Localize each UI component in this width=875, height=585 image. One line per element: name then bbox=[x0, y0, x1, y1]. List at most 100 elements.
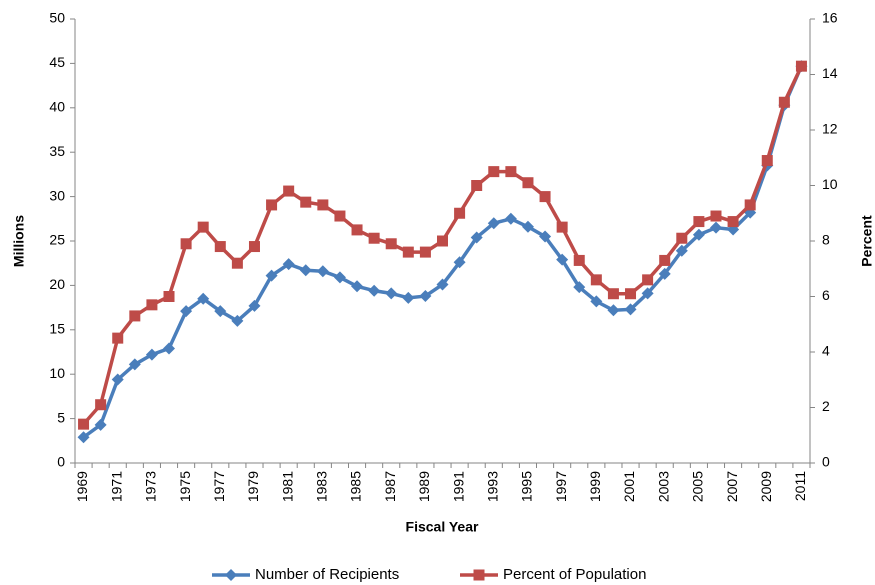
y2-axis-label: Percent bbox=[859, 215, 875, 267]
x-tick-label: 1983 bbox=[314, 471, 330, 502]
data-point bbox=[556, 253, 569, 266]
data-point bbox=[78, 418, 90, 430]
data-point bbox=[437, 235, 448, 247]
data-point bbox=[521, 220, 534, 233]
x-tick-label: 2003 bbox=[655, 471, 671, 502]
data-point bbox=[590, 274, 602, 286]
data-point bbox=[214, 241, 226, 253]
data-point bbox=[231, 257, 243, 269]
data-point bbox=[590, 295, 603, 308]
data-point bbox=[676, 232, 688, 244]
y2-tick-label: 4 bbox=[822, 343, 830, 359]
y-tick-label: 45 bbox=[49, 54, 65, 70]
data-point bbox=[265, 269, 278, 282]
y2-tick-label: 16 bbox=[822, 10, 838, 26]
data-point bbox=[283, 185, 295, 197]
data-point bbox=[402, 291, 415, 304]
data-point bbox=[368, 232, 380, 244]
data-point bbox=[316, 265, 329, 278]
x-tick-label: 2001 bbox=[621, 471, 637, 502]
y2-tick-label: 8 bbox=[822, 232, 830, 248]
data-point bbox=[488, 166, 500, 178]
y2-tick-label: 14 bbox=[822, 65, 838, 81]
data-point bbox=[624, 303, 637, 316]
y-tick-label: 20 bbox=[49, 276, 65, 292]
data-point bbox=[145, 348, 158, 361]
data-point bbox=[112, 332, 124, 344]
data-point bbox=[214, 305, 227, 318]
data-point bbox=[573, 281, 586, 294]
data-point bbox=[385, 238, 397, 250]
data-point bbox=[282, 258, 295, 271]
data-point bbox=[436, 278, 449, 291]
data-point bbox=[522, 177, 534, 189]
data-point bbox=[778, 96, 790, 108]
data-point bbox=[487, 217, 500, 230]
data-point bbox=[351, 224, 363, 236]
data-point bbox=[334, 210, 346, 222]
x-tick-label: 1991 bbox=[450, 471, 466, 502]
data-point bbox=[470, 231, 483, 244]
y2-tick-label: 0 bbox=[822, 454, 830, 470]
data-point bbox=[709, 221, 722, 234]
data-point bbox=[505, 166, 517, 178]
x-tick-label: 1987 bbox=[382, 471, 398, 502]
data-point bbox=[95, 399, 107, 411]
data-point bbox=[197, 221, 209, 233]
data-point bbox=[317, 199, 329, 211]
y-tick-label: 15 bbox=[49, 321, 65, 337]
data-point bbox=[675, 244, 688, 257]
data-point bbox=[471, 180, 483, 191]
data-point bbox=[607, 288, 619, 300]
data-point bbox=[385, 287, 398, 300]
data-point bbox=[129, 310, 141, 322]
x-tick-label: 1975 bbox=[177, 471, 193, 502]
data-point bbox=[727, 216, 739, 228]
data-point bbox=[795, 60, 807, 72]
x-tick-label: 1985 bbox=[348, 471, 364, 502]
legend-label: Percent of Population bbox=[503, 566, 646, 583]
data-point bbox=[641, 287, 654, 300]
data-point bbox=[539, 230, 552, 243]
data-point bbox=[642, 274, 654, 286]
x-tick-label: 1969 bbox=[74, 471, 90, 502]
x-tick-label: 2007 bbox=[724, 471, 740, 502]
data-point bbox=[419, 290, 432, 303]
data-point bbox=[163, 291, 175, 302]
data-point bbox=[453, 256, 466, 269]
data-point bbox=[761, 155, 773, 167]
y-tick-label: 0 bbox=[57, 454, 65, 470]
x-tick-label: 1977 bbox=[211, 471, 227, 502]
series-line bbox=[82, 65, 804, 439]
data-point bbox=[77, 431, 90, 444]
data-point bbox=[111, 373, 124, 386]
y-axis-label: Millions bbox=[11, 215, 27, 267]
data-point bbox=[231, 314, 244, 327]
data-point bbox=[658, 267, 671, 280]
data-point bbox=[248, 241, 260, 253]
y2-tick-label: 12 bbox=[822, 121, 838, 137]
y-tick-label: 30 bbox=[49, 187, 65, 203]
legend-label: Number of Recipients bbox=[255, 566, 399, 583]
y-tick-label: 35 bbox=[49, 143, 65, 159]
data-point bbox=[573, 254, 585, 266]
data-point bbox=[180, 238, 192, 250]
data-point bbox=[504, 212, 517, 225]
x-tick-label: 1989 bbox=[416, 471, 432, 502]
data-point bbox=[351, 280, 364, 293]
data-point bbox=[402, 246, 414, 258]
x-tick-label: 1971 bbox=[108, 471, 124, 502]
y2-tick-label: 6 bbox=[822, 287, 830, 303]
data-point bbox=[556, 221, 568, 233]
data-point bbox=[299, 264, 312, 277]
y-tick-label: 5 bbox=[57, 409, 65, 425]
x-tick-label: 1981 bbox=[279, 471, 295, 502]
x-tick-label: 2011 bbox=[792, 471, 808, 501]
y2-tick-label: 2 bbox=[822, 398, 830, 414]
data-point bbox=[180, 305, 193, 318]
data-point bbox=[454, 207, 466, 219]
data-point bbox=[146, 299, 158, 311]
data-point bbox=[710, 210, 722, 222]
data-point bbox=[300, 196, 312, 208]
